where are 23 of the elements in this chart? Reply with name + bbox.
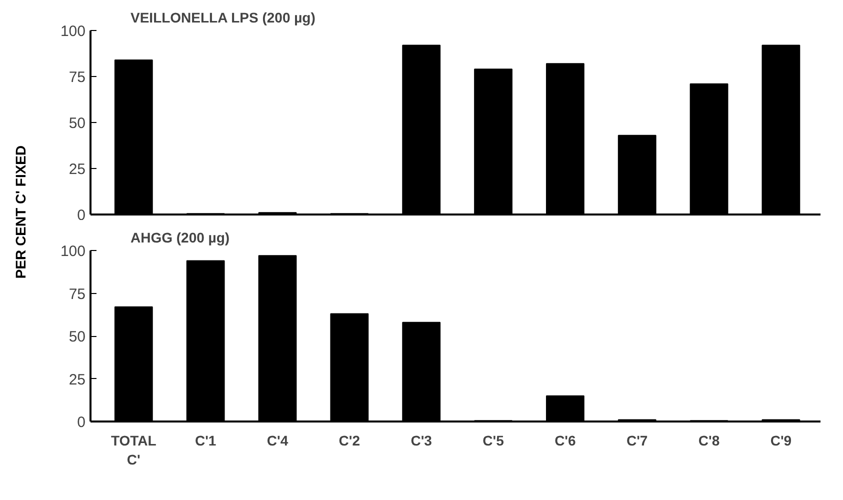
x-tick-label: C'4 [266, 432, 288, 448]
y-tick-label: 25 [68, 371, 86, 388]
x-tick-label: C'9 [770, 432, 792, 448]
y-tick-label: 0 [77, 414, 86, 431]
x-tick-label: TOTAL C' [110, 432, 157, 468]
x-tick-label: C'6 [554, 432, 576, 448]
x-tick-label: C'8 [698, 432, 720, 448]
x-tick-label: C'3 [410, 432, 432, 448]
y-tick-label: 75 [68, 286, 86, 303]
y-tick-label: 50 [68, 115, 86, 132]
x-tick-label: C'2 [338, 432, 360, 448]
chart-title: VEILLONELLA LPS (200 µg) [130, 10, 316, 26]
y-tick-label: 50 [68, 328, 86, 346]
y-tick-label: 75 [68, 69, 86, 86]
x-tick-label: C'7 [626, 432, 648, 448]
x-tick-label: C'5 [482, 432, 504, 448]
y-tick-label: 25 [68, 161, 86, 178]
y-tick-label: 100 [60, 23, 86, 40]
y-tick-label: 0 [77, 207, 86, 224]
chart-title: AHGG (200 µg) [130, 230, 230, 246]
y-axis-title: PER CENT C' FIXED [12, 145, 28, 279]
x-tick-label: C'1 [194, 432, 216, 448]
y-tick-label: 100 [60, 243, 86, 260]
